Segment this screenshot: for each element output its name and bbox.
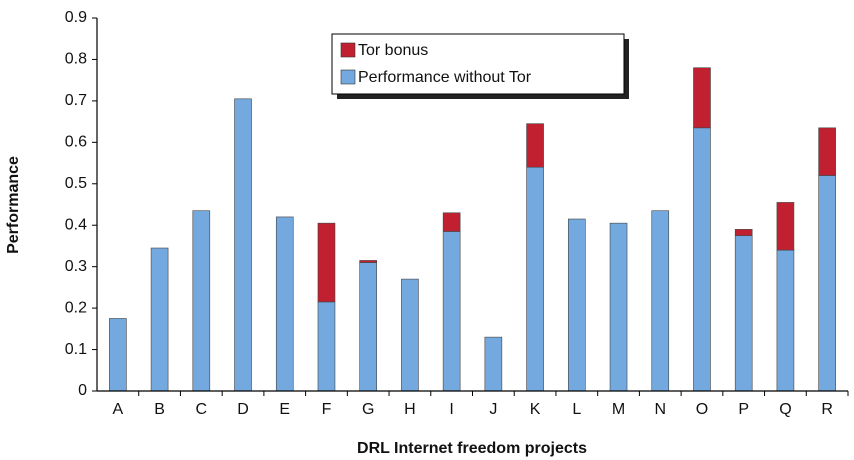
legend-label: Performance without Tor: [358, 69, 532, 86]
y-axis-title: Performance: [5, 156, 22, 254]
y-tick-label: 0: [78, 382, 87, 399]
bar-segment: [442, 212, 461, 232]
bar-segment: [818, 127, 836, 176]
bar-segment: [734, 229, 753, 236]
legend-swatch: [340, 69, 356, 85]
x-axis-title: DRL Internet freedom projects: [357, 440, 587, 457]
bar-segment: [359, 260, 377, 263]
x-tick-label: G: [362, 401, 374, 418]
x-tick-label: N: [654, 401, 666, 418]
x-tick-label: R: [821, 401, 833, 418]
bar-segment: [442, 231, 461, 392]
x-tick-label: E: [279, 401, 290, 418]
bar-segment: [150, 247, 169, 392]
y-tick-label: 0.5: [65, 175, 87, 192]
y-tick-label: 0.4: [65, 216, 87, 233]
y-tick-label: 0.8: [65, 51, 87, 68]
x-tick-label: M: [612, 401, 625, 418]
bar-segment: [192, 210, 211, 392]
bar-segment: [568, 218, 586, 392]
x-tick-label: F: [322, 401, 332, 418]
bar-segment: [526, 166, 544, 392]
x-tick-label: C: [196, 401, 208, 418]
bar-segment: [317, 222, 336, 303]
bar-segment: [776, 249, 795, 392]
y-tick-label: 0.7: [65, 92, 87, 109]
bar-segment: [776, 202, 795, 251]
bar-segment: [484, 336, 503, 392]
bar-segment: [401, 278, 419, 392]
bar-segment: [275, 216, 294, 392]
y-tick-label: 0.3: [65, 258, 87, 275]
x-tick-label: J: [489, 401, 497, 418]
legend-swatch: [340, 42, 356, 58]
y-tick-label: 0.9: [65, 9, 87, 26]
x-tick-label: L: [572, 401, 581, 418]
y-tick-label: 0.6: [65, 134, 87, 151]
x-tick-label: O: [696, 401, 708, 418]
x-tick-label: Q: [779, 401, 791, 418]
bar-segment: [693, 67, 711, 129]
bar-segment: [609, 222, 628, 392]
x-tick-label: P: [738, 401, 749, 418]
x-tick-label: K: [530, 401, 541, 418]
bar-segment: [317, 301, 336, 392]
x-tick-label: I: [449, 401, 453, 418]
x-tick-label: A: [113, 401, 124, 418]
legend: [331, 33, 625, 95]
x-tick-label: H: [404, 401, 416, 418]
bar-segment: [109, 318, 127, 392]
x-tick-label: B: [154, 401, 165, 418]
x-tick-label: D: [237, 401, 249, 418]
bar-segment: [234, 98, 252, 392]
y-tick-label: 0.1: [65, 341, 87, 358]
bar-segment: [526, 123, 544, 168]
bar-segment: [693, 127, 711, 392]
legend-label: Tor bonus: [358, 42, 428, 59]
bar-segment: [818, 175, 836, 392]
bar-segment: [734, 235, 753, 392]
bar-segment: [359, 262, 377, 392]
y-tick-label: 0.2: [65, 299, 87, 316]
bar-segment: [651, 210, 670, 392]
